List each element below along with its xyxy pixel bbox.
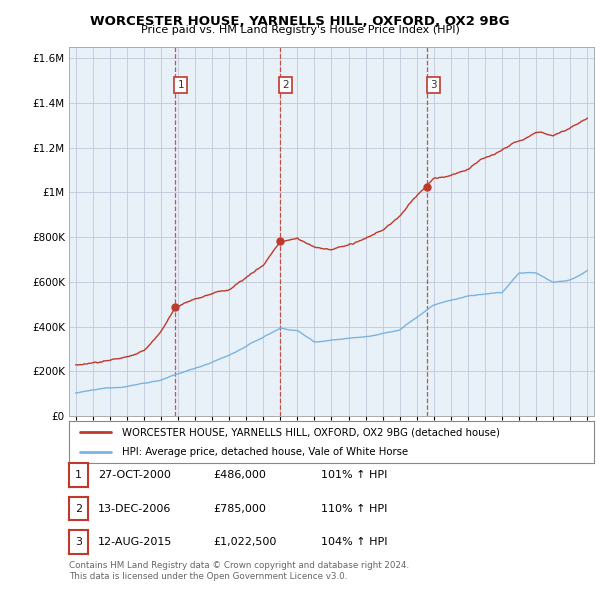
Text: 101% ↑ HPI: 101% ↑ HPI (321, 470, 388, 480)
Text: WORCESTER HOUSE, YARNELLS HILL, OXFORD, OX2 9BG: WORCESTER HOUSE, YARNELLS HILL, OXFORD, … (90, 15, 510, 28)
Text: 104% ↑ HPI: 104% ↑ HPI (321, 537, 388, 547)
Text: £486,000: £486,000 (213, 470, 266, 480)
Text: WORCESTER HOUSE, YARNELLS HILL, OXFORD, OX2 9BG (detached house): WORCESTER HOUSE, YARNELLS HILL, OXFORD, … (121, 427, 499, 437)
Text: Contains HM Land Registry data © Crown copyright and database right 2024.: Contains HM Land Registry data © Crown c… (69, 561, 409, 570)
Text: 2: 2 (75, 504, 82, 513)
Text: 12-AUG-2015: 12-AUG-2015 (98, 537, 172, 547)
Text: £785,000: £785,000 (213, 504, 266, 513)
Text: This data is licensed under the Open Government Licence v3.0.: This data is licensed under the Open Gov… (69, 572, 347, 581)
Text: 13-DEC-2006: 13-DEC-2006 (98, 504, 171, 513)
Text: 3: 3 (75, 537, 82, 547)
Text: £1,022,500: £1,022,500 (213, 537, 277, 547)
Text: HPI: Average price, detached house, Vale of White Horse: HPI: Average price, detached house, Vale… (121, 447, 407, 457)
Text: 110% ↑ HPI: 110% ↑ HPI (321, 504, 388, 513)
Text: Price paid vs. HM Land Registry's House Price Index (HPI): Price paid vs. HM Land Registry's House … (140, 25, 460, 35)
Text: 1: 1 (75, 470, 82, 480)
Text: 1: 1 (178, 80, 184, 90)
Text: 3: 3 (430, 80, 436, 90)
Text: 27-OCT-2000: 27-OCT-2000 (98, 470, 170, 480)
Text: 2: 2 (282, 80, 289, 90)
